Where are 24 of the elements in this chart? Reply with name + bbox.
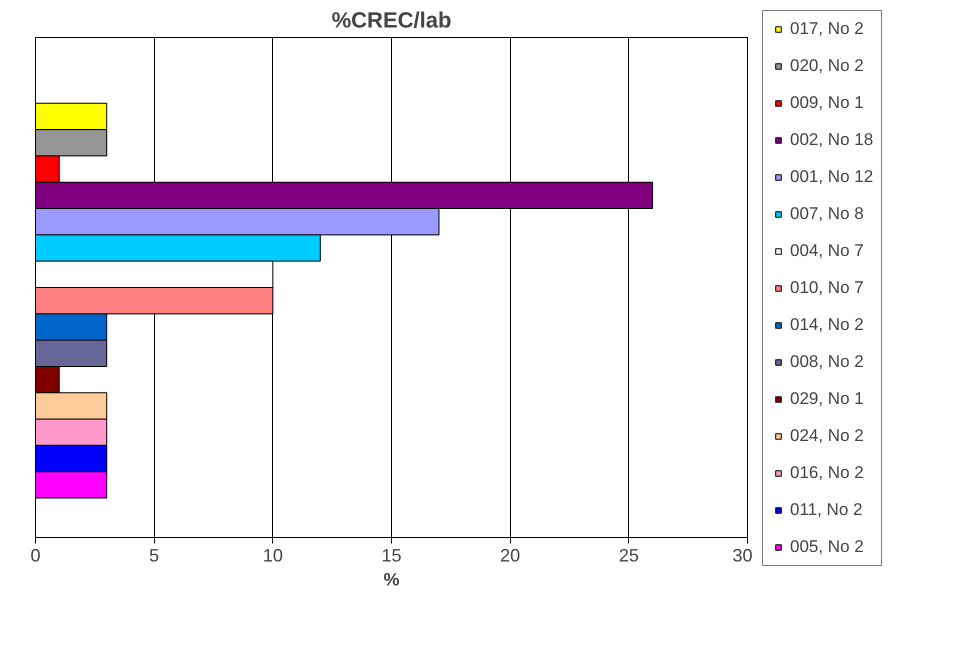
x-tick-label: 20 xyxy=(500,546,520,566)
x-axis-title: % xyxy=(384,570,400,590)
legend-label: 007, No 8 xyxy=(790,204,864,224)
legend-label: 014, No 2 xyxy=(790,315,864,335)
legend-label: 020, No 2 xyxy=(790,56,864,76)
x-tick-label: 5 xyxy=(149,546,160,566)
legend-label: 017, No 2 xyxy=(790,19,864,39)
legend-label: 016, No 2 xyxy=(790,463,864,483)
x-tick-label: 30 xyxy=(732,546,753,566)
legend-label: 002, No 18 xyxy=(790,130,874,150)
legend-label: 001, No 12 xyxy=(790,167,874,187)
legend-label: 004, No 7 xyxy=(790,241,864,261)
legend-label: 024, No 2 xyxy=(790,426,864,446)
legend-label: 005, No 2 xyxy=(790,537,864,557)
x-tick-label: 15 xyxy=(381,546,402,566)
x-tick-label: 10 xyxy=(262,546,283,566)
legend-label: 009, No 1 xyxy=(790,93,864,113)
legend-label: 029, No 1 xyxy=(790,389,864,409)
legend-label: 008, No 2 xyxy=(790,352,864,372)
x-tick-label: 25 xyxy=(618,546,639,566)
chart-title: %CREC/lab xyxy=(332,8,452,32)
legend-label: 010, No 7 xyxy=(790,278,864,298)
legend-label: 011, No 2 xyxy=(790,500,862,520)
x-tick-label: 0 xyxy=(30,546,41,566)
